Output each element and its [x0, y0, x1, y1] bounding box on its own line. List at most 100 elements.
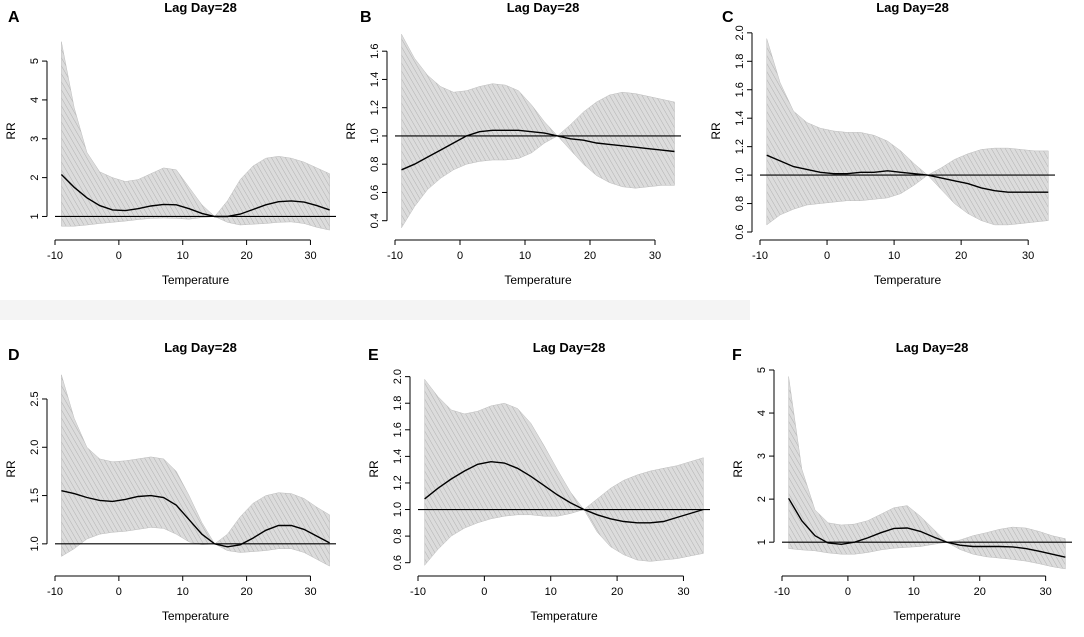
chart-title: Lag Day=28: [164, 340, 237, 355]
y-tick-label: 1.0: [734, 167, 746, 182]
y-tick-label: 1.8: [392, 396, 404, 411]
y-tick-label: 2.0: [734, 25, 746, 40]
rr-curve: [60, 174, 330, 218]
x-axis-label: Temperature: [162, 609, 230, 623]
panel-label: E: [368, 347, 379, 364]
y-tick-label: 1.0: [392, 502, 404, 517]
x-axis-label: Temperature: [874, 273, 942, 287]
y-tick-label: 1.6: [369, 44, 381, 59]
x-tick-label: 10: [519, 250, 531, 262]
row-divider: [0, 300, 750, 320]
x-tick-label: 10: [908, 586, 920, 598]
y-tick-label: 4: [756, 410, 768, 416]
y-tick-label: 1.4: [734, 111, 746, 126]
y-tick-label: 3: [29, 136, 41, 142]
x-tick-label: 30: [677, 586, 689, 598]
x-tick-label: 20: [611, 586, 623, 598]
chart-title: Lag Day=28: [164, 0, 237, 15]
x-axis-label: Temperature: [530, 609, 598, 623]
x-tick-label: -10: [47, 586, 63, 598]
x-tick-label: 30: [1040, 586, 1052, 598]
y-tick-label: 2.0: [29, 440, 41, 455]
x-tick-label: 30: [304, 586, 316, 598]
y-tick-label: 1: [29, 213, 41, 219]
rr-curve: [61, 490, 330, 548]
y-tick-label: 1.8: [734, 54, 746, 69]
panel-label: F: [732, 347, 742, 364]
chart-panel-a: -10 0 10 20 30 1 2 3 4 5 Temperature RR Lag Day=28 A: [4, 0, 336, 287]
x-tick-label: 20: [974, 586, 986, 598]
panel-label: B: [360, 9, 372, 26]
x-tick-label: 30: [1022, 250, 1034, 262]
x-axis-label: Temperature: [504, 273, 572, 287]
confidence-band: [61, 374, 330, 567]
y-tick-label: 5: [29, 58, 41, 64]
confidence-band: [424, 378, 704, 566]
x-tick-label: 20: [584, 250, 596, 262]
y-tick-label: 1.0: [29, 536, 41, 551]
chart-panel-b: -10 0 10 20 30 0.4 0.6 0.8 1.0 1.2 1.4 1.6 Temperatu…: [344, 0, 681, 287]
panel-label: D: [8, 347, 20, 364]
chart-panel-d: -10 0 10 20 30 1.0 1.5 2.0 2.5 Temperature RR Lag D…: [4, 340, 336, 623]
x-tick-label: -10: [387, 250, 403, 262]
x-tick-label: 20: [240, 586, 252, 598]
y-tick-label: 2: [756, 496, 768, 502]
y-tick-label: 1.5: [29, 488, 41, 503]
chart-panel-f: -10 0 10 20 30 1 2 3 4 5 Temperature RR Lag Day=28 F: [731, 340, 1072, 623]
x-tick-label: 20: [240, 250, 252, 262]
y-tick-label: 1.6: [392, 422, 404, 437]
x-tick-label: -10: [752, 250, 768, 262]
confidence-band: [61, 41, 330, 231]
y-tick-label: 0.4: [369, 213, 381, 228]
y-tick-label: 3: [756, 453, 768, 459]
confidence-band: [401, 34, 675, 229]
y-tick-label: 1.2: [369, 100, 381, 115]
rr-curve: [401, 129, 675, 171]
confidence-band: [766, 38, 1049, 226]
y-tick-label: 1.0: [369, 128, 381, 143]
x-tick-label: -10: [410, 586, 426, 598]
x-tick-label: 30: [649, 250, 661, 262]
y-tick-label: 1.2: [392, 475, 404, 490]
y-tick-label: 0.6: [369, 185, 381, 200]
y-tick-label: 4: [29, 97, 41, 103]
chart-title: Lag Day=28: [507, 0, 580, 15]
y-tick-label: 1: [756, 539, 768, 545]
rr-curve: [424, 460, 704, 524]
x-tick-label: 0: [116, 250, 122, 262]
x-tick-label: 0: [824, 250, 830, 262]
y-tick-label: 2: [29, 175, 41, 181]
x-tick-label: 20: [955, 250, 967, 262]
y-axis-label: RR: [731, 460, 745, 478]
chart-title: Lag Day=28: [533, 340, 606, 355]
y-tick-label: 1.2: [734, 139, 746, 154]
y-tick-label: 0.8: [734, 196, 746, 211]
y-tick-label: 0.8: [392, 528, 404, 543]
x-tick-label: -10: [774, 586, 790, 598]
chart-title: Lag Day=28: [896, 340, 969, 355]
y-tick-label: 1.4: [369, 72, 381, 87]
y-axis-label: RR: [344, 122, 358, 140]
x-tick-label: -10: [47, 250, 63, 262]
rr-curve: [766, 154, 1049, 193]
y-tick-label: 0.6: [392, 555, 404, 570]
rr-curve: [787, 497, 1066, 558]
x-tick-label: 0: [481, 586, 487, 598]
x-tick-label: 0: [116, 586, 122, 598]
y-axis-label: RR: [367, 460, 381, 478]
chart-panel-c: -10 0 10 20 30 0.6 0.8 1.0 1.2 1.4 1.6 1.8 2.0 Temper…: [709, 0, 1055, 287]
y-tick-label: 2.0: [392, 369, 404, 384]
panel-label: A: [8, 9, 20, 26]
y-tick-label: 5: [756, 367, 768, 373]
x-tick-label: 0: [845, 586, 851, 598]
y-axis-label: RR: [4, 122, 18, 140]
y-tick-label: 1.4: [392, 449, 404, 464]
panel-label: C: [722, 9, 734, 26]
x-axis-label: Temperature: [162, 273, 230, 287]
x-tick-label: 10: [545, 586, 557, 598]
chart-panel-e: -10 0 10 20 30 0.6 0.8 1.0 1.2 1.4 1.6 1.8 2.0 Temper…: [367, 340, 710, 623]
y-axis-label: RR: [4, 460, 18, 478]
x-tick-label: 0: [457, 250, 463, 262]
y-tick-label: 2.5: [29, 391, 41, 406]
